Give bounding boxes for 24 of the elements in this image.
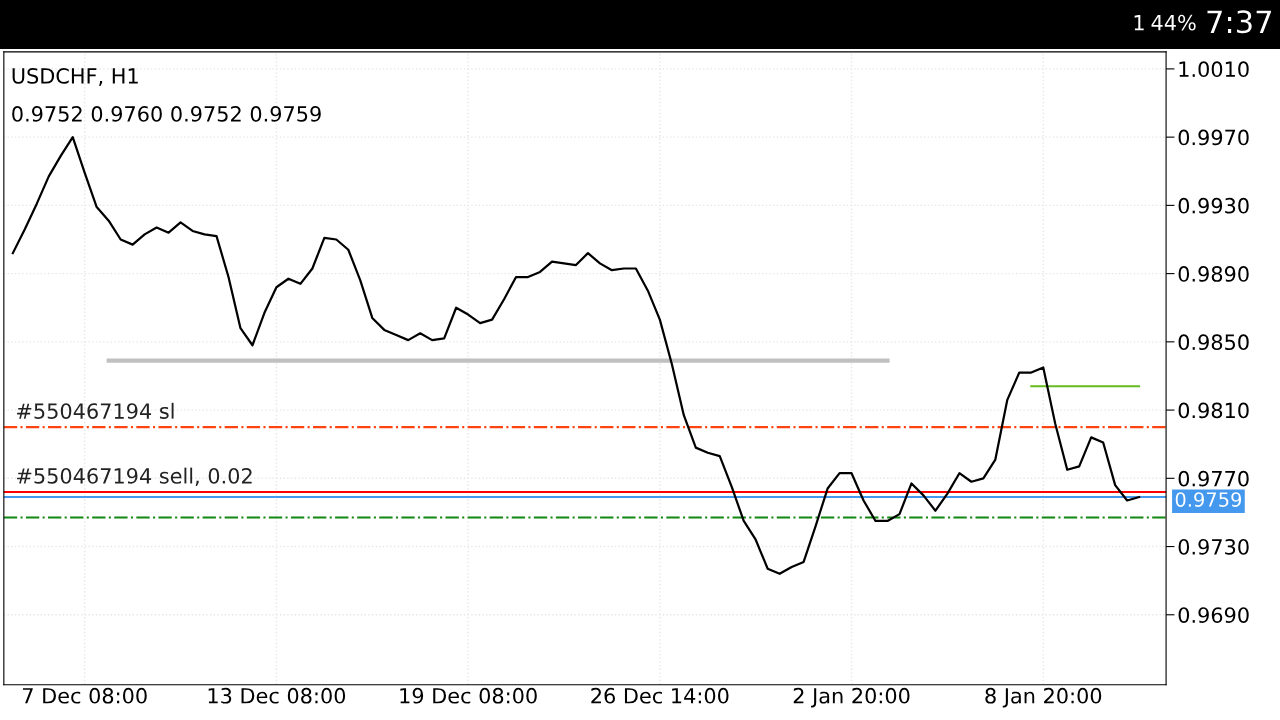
ref-line-label: #550467194 sell, 0.02 — [17, 467, 252, 486]
y-tick-label: 0.9970 — [1178, 129, 1249, 146]
x-tick-label: 8 Jan 20:00 — [985, 687, 1102, 708]
x-tick-label: 26 Dec 14:00 — [591, 687, 729, 704]
x-tick-label: 7 Dec 08:00 — [23, 687, 147, 704]
text: 44% — [1151, 14, 1196, 31]
y-tick-label: 1.0010 — [1179, 61, 1249, 78]
ref-line-label: #550467194 sl — [17, 402, 174, 419]
line-series — [11, 136, 1141, 575]
y-tick-label: 0.9850 — [1178, 334, 1249, 351]
y-tick-label: 0.9810 — [1178, 402, 1249, 419]
y-tick-label: 0.9890 — [1178, 266, 1249, 282]
text: USDCHF, H1 — [12, 68, 138, 86]
text: 0.9752 0.9760 0.9752 0.9759 — [12, 106, 321, 122]
x-tick-label: 2 Jan 20:00 — [793, 687, 910, 708]
text: 0.9759 — [1175, 492, 1242, 507]
text: 1 — [1134, 15, 1144, 31]
x-tick-label: 19 Dec 08:00 — [400, 687, 537, 704]
y-tick-label: 0.9730 — [1178, 539, 1249, 555]
y-tick-label: 0.9930 — [1178, 197, 1249, 214]
x-tick-label: 13 Dec 08:00 — [208, 687, 346, 704]
text: 7:37 — [1207, 10, 1271, 34]
y-tick-label: 0.9770 — [1178, 470, 1249, 487]
y-tick-label: 0.9690 — [1178, 607, 1249, 623]
